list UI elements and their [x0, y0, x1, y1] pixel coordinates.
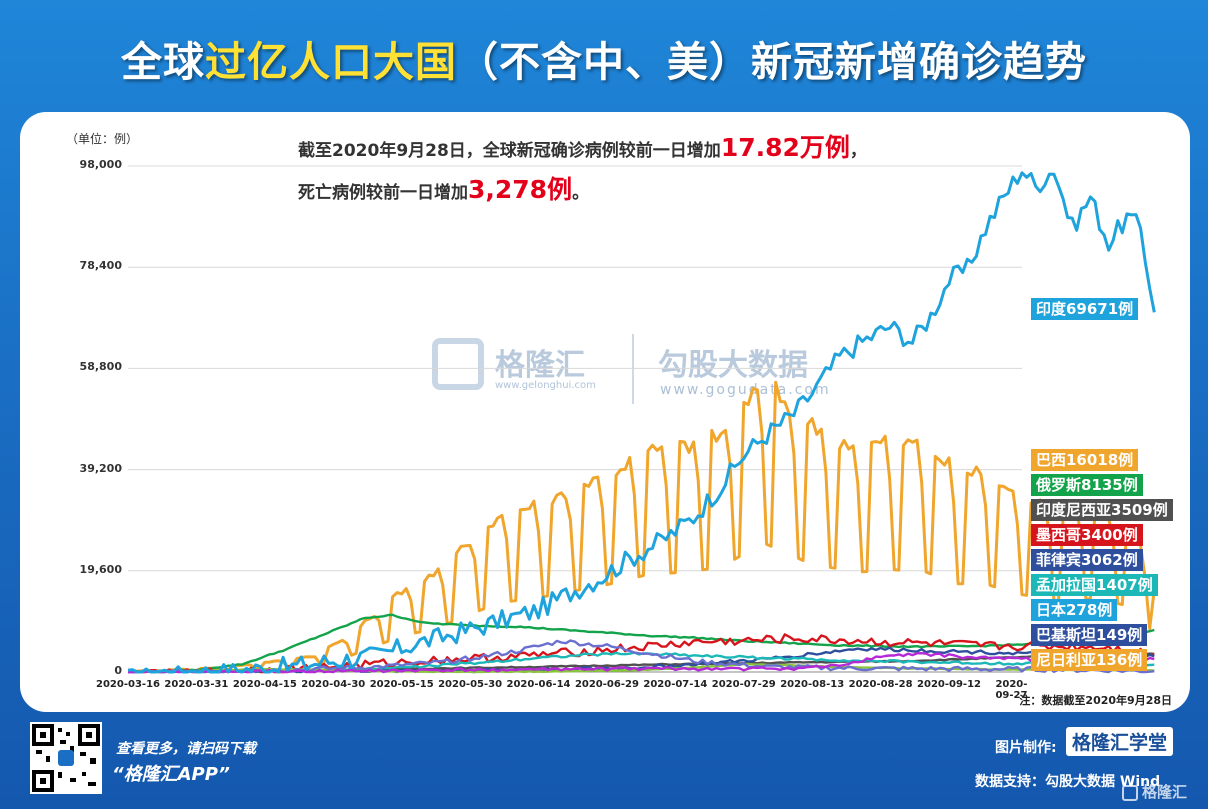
- watermark-brand1: 格隆汇: [495, 348, 585, 383]
- summary-line1-prefix: 截至2020年9月28日，全球新冠确诊病例较前一日增加: [298, 141, 721, 161]
- death-increase-value: 3,278例: [468, 175, 573, 204]
- series-line-9: [128, 652, 1155, 674]
- x-tick-label: 2020-09-12: [917, 679, 981, 690]
- source-note: 注：数据截至2020年9月28日: [1019, 694, 1172, 707]
- series-label-0: 印度69671例: [1031, 298, 1139, 320]
- y-tick-label: 78,400: [79, 259, 122, 273]
- watermark-brand1-url: www.gelonghui.com: [495, 380, 596, 391]
- x-tick-label: 2020-05-30: [438, 679, 503, 690]
- footer-logo: 格隆汇: [1122, 781, 1187, 802]
- series-label-8: 巴基斯坦149例: [1031, 624, 1148, 646]
- title-part2: （不含中、美）新冠新增确诊趋势: [457, 38, 1087, 86]
- watermark-logo-icon: [432, 338, 484, 390]
- qr-code-icon[interactable]: [30, 722, 102, 794]
- summary-line2: 死亡病例较前一日增加3,278例。: [298, 170, 589, 206]
- summary-line2-suffix: 。: [572, 183, 590, 203]
- title-part1: 全球: [121, 38, 205, 86]
- app-name: “格隆汇APP”: [112, 764, 230, 785]
- x-tick-label: 2020-03-16: [96, 679, 160, 690]
- x-tick-label: 2020-06-14: [506, 679, 571, 690]
- x-tick-label: 2020-07-29: [711, 679, 776, 690]
- y-tick-label: 19,600: [79, 562, 122, 576]
- made-by-label: 图片制作:: [995, 740, 1057, 756]
- series-label-2: 俄罗斯8135例: [1031, 474, 1143, 496]
- watermark-divider: [632, 334, 634, 404]
- footer-logo-text: 格隆汇: [1142, 783, 1188, 801]
- series-line-2: [127, 613, 1155, 674]
- watermark-brand2: 勾股大数据: [658, 348, 808, 383]
- y-tick-label: 0: [114, 664, 122, 677]
- series-label-6: 孟加拉国1407例: [1031, 574, 1158, 596]
- confirmed-increase-value: 17.82万例: [720, 133, 850, 162]
- x-tick-label: 2020-04-30: [301, 679, 366, 690]
- series-label-1: 巴西16018例: [1031, 449, 1139, 471]
- made-by-brand: 格隆汇学堂: [1066, 727, 1174, 756]
- x-tick-label: 2020-06-29: [574, 679, 639, 690]
- title-highlight: 过亿人口大国: [205, 38, 457, 86]
- watermark-brand2-url: www.gogudata.com: [660, 382, 831, 398]
- x-tick-label: 2020-08-13: [780, 679, 845, 690]
- x-tick-label: 2020-07-14: [643, 679, 708, 690]
- data-support-text: 数据支持：勾股大数据 Wind: [975, 774, 1161, 790]
- page-title: 全球过亿人口大国（不含中、美）新冠新增确诊趋势: [0, 28, 1208, 88]
- x-tick-label: 2020-03-31: [164, 679, 229, 690]
- x-tick-label: 2020-08-28: [848, 679, 913, 690]
- series-line-1: [127, 380, 1156, 674]
- summary-line2-prefix: 死亡病例较前一日增加: [298, 183, 468, 203]
- series-line-0: [127, 171, 1156, 674]
- unit-label: （单位：例）: [66, 132, 139, 146]
- y-tick-label: 39,200: [79, 461, 122, 475]
- x-tick-label: 2020-09-27: [995, 679, 1028, 701]
- x-tick-label: 2020-04-15: [232, 679, 297, 690]
- chart-card: （单位：例） 截至2020年9月28日，全球新冠确诊病例较前一日增加17.82万…: [20, 112, 1190, 712]
- scan-prompt-text: 查看更多，请扫码下载: [116, 741, 256, 757]
- x-tick-label: 2020-05-15: [369, 679, 434, 690]
- series-label-5: 菲律宾3062例: [1031, 549, 1143, 571]
- line-chart: [127, 165, 1156, 674]
- series-label-9: 尼日利亚136例: [1031, 649, 1148, 671]
- footer-logo-icon: [1122, 784, 1138, 801]
- series-label-3: 印度尼西亚3509例: [1031, 499, 1173, 521]
- y-tick-label: 98,000: [79, 158, 122, 171]
- y-tick-label: 58,800: [79, 360, 122, 374]
- summary-line1: 截至2020年9月28日，全球新冠确诊病例较前一日增加17.82万例，: [298, 128, 867, 164]
- series-label-7: 日本278例: [1031, 599, 1118, 621]
- series-label-4: 墨西哥3400例: [1031, 524, 1143, 546]
- summary-line1-suffix: ，: [849, 141, 867, 161]
